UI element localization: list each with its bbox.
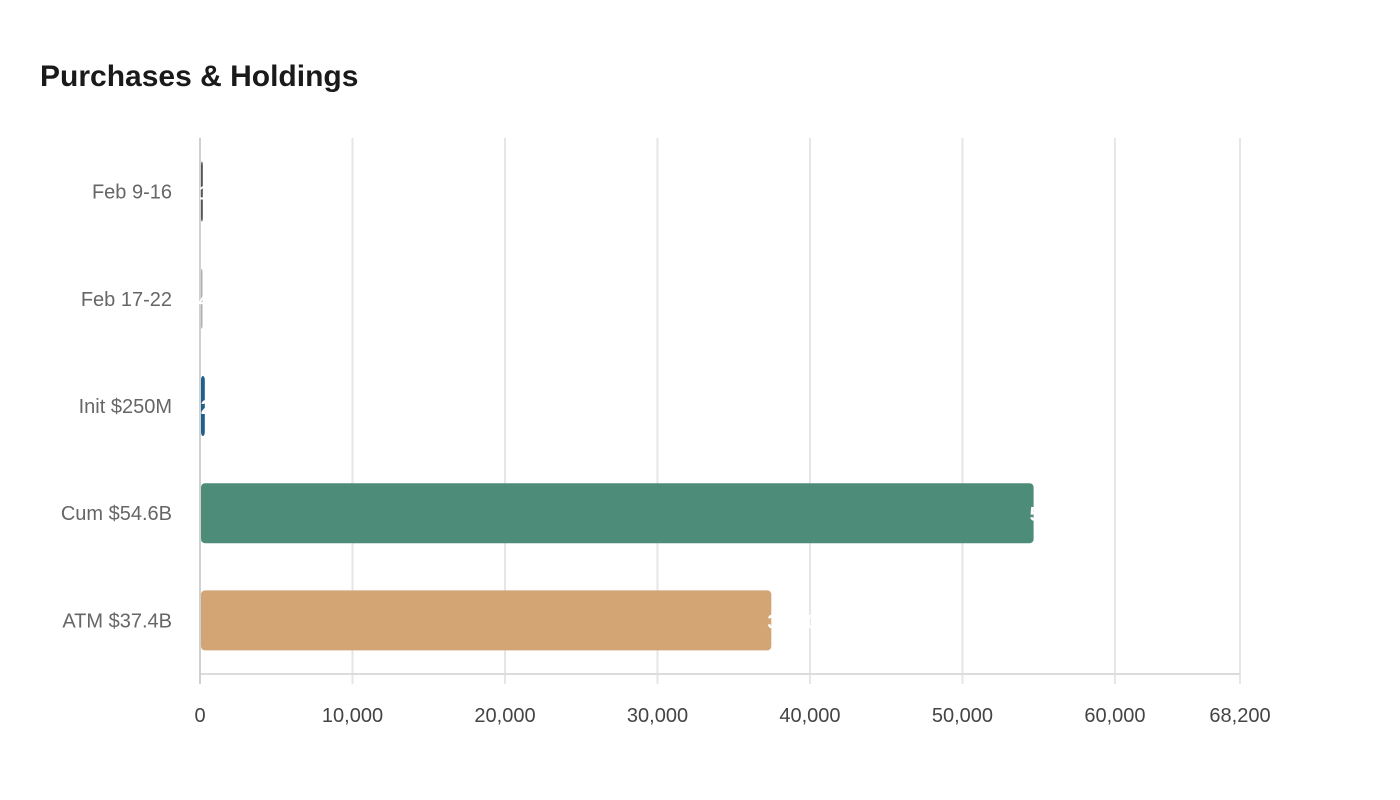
x-tick-label: 40,000 bbox=[779, 705, 840, 727]
bar bbox=[201, 268, 203, 329]
bar bbox=[201, 376, 205, 436]
x-tick-label: 68,200 bbox=[1209, 705, 1270, 727]
chart-title: Purchases & Holdings bbox=[40, 60, 359, 93]
bar bbox=[201, 161, 203, 222]
x-tick-label: 0 bbox=[194, 705, 205, 727]
x-tick-label: 30,000 bbox=[627, 705, 688, 727]
x-tick-label: 10,000 bbox=[322, 705, 383, 727]
x-tick-label: 50,000 bbox=[932, 705, 993, 727]
y-category-label: Init $250M bbox=[79, 396, 172, 418]
data-label: 250 bbox=[201, 397, 234, 419]
x-tick-label: 20,000 bbox=[474, 705, 535, 727]
data-label: 40 bbox=[199, 290, 221, 312]
x-tick-label: 60,000 bbox=[1084, 705, 1145, 727]
data-label: 120 bbox=[199, 183, 232, 205]
y-category-label: Cum $54.6B bbox=[61, 503, 172, 525]
data-label: 54,600 bbox=[1030, 504, 1091, 526]
bar bbox=[201, 590, 772, 651]
y-category-label: ATM $37.4B bbox=[62, 610, 172, 632]
y-category-label: Feb 17-22 bbox=[81, 289, 172, 311]
data-label: 37,400 bbox=[767, 611, 828, 633]
y-category-label: Feb 9-16 bbox=[92, 182, 172, 204]
bar bbox=[201, 483, 1034, 544]
